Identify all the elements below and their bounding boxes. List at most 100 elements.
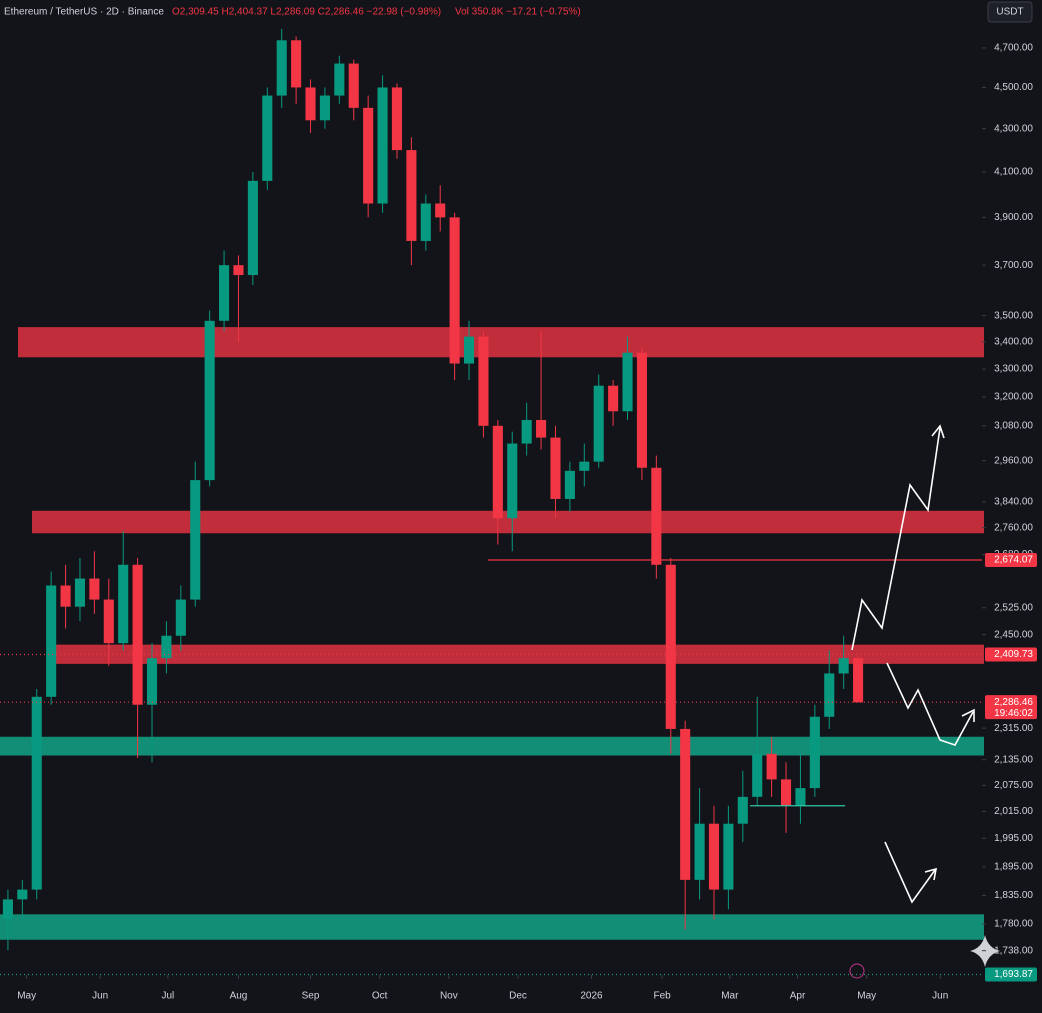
candle-body: [118, 564, 129, 644]
x-tick-label: Jun: [92, 991, 108, 1002]
candle-body: [334, 63, 345, 96]
candle-body: [752, 753, 763, 797]
candle-body: [276, 40, 287, 96]
candle-body: [780, 779, 792, 806]
candle-body: [233, 265, 244, 276]
y-tick-label: 3,080.00: [994, 420, 1033, 431]
currency[interactable]: USDT: [996, 7, 1023, 18]
candle-body: [463, 336, 475, 364]
x-tick-label: Apr: [790, 991, 806, 1002]
candle-body: [766, 753, 777, 780]
price-tag-label: 2,409.73: [994, 649, 1033, 660]
y-tick-label: 3,500.00: [994, 310, 1033, 321]
y-tick-label: 2,450.00: [994, 629, 1033, 640]
candle-body: [74, 578, 86, 607]
x-tick-label: 2026: [580, 991, 603, 1002]
x-tick-label: Oct: [372, 991, 388, 1002]
candle-body: [680, 728, 691, 880]
zone: [0, 736, 984, 756]
candle-body: [853, 658, 864, 703]
candle-body: [348, 63, 359, 108]
y-tick-label: 2,525.00: [994, 602, 1033, 613]
candle-body: [478, 336, 489, 426]
y-tick-label: 3,200.00: [994, 392, 1033, 403]
y-tick-label: 2,315.00: [994, 723, 1033, 734]
candle-body: [593, 385, 604, 462]
candle-body: [651, 467, 662, 565]
plot: [0, 28, 984, 976]
logo: [849, 963, 865, 979]
countdown: 19:46:02: [994, 708, 1033, 719]
y-tick-label: 2,760.00: [994, 522, 1033, 533]
price-tag: [985, 967, 1037, 982]
x-tick-label: Mar: [721, 991, 739, 1002]
candle-body: [391, 87, 403, 151]
candle-body: [190, 480, 201, 600]
candle-body: [305, 87, 316, 121]
candle-body: [219, 265, 230, 321]
y-tick-label: 3,840.00: [994, 496, 1033, 507]
x-tick-label: Feb: [653, 991, 671, 1002]
arrow-up: [851, 427, 941, 651]
price-tag-label: 2,674.07: [994, 555, 1033, 566]
y-tick-label: 1,738.00: [994, 945, 1033, 956]
candle-body: [31, 696, 42, 890]
candle-body: [838, 658, 849, 674]
y-tick-label: 4,700.00: [994, 43, 1033, 54]
candle-body: [564, 470, 575, 499]
candle-body: [146, 658, 158, 705]
zone: [32, 510, 984, 534]
candle-body: [636, 352, 647, 468]
candle-body: [622, 352, 633, 412]
y-tick-label: 2,960.00: [994, 455, 1033, 466]
price-tag: [985, 695, 1037, 720]
candle-body: [579, 461, 590, 471]
y-tick-label: 1,835.00: [994, 890, 1033, 901]
x-tick-label: Aug: [230, 991, 248, 1002]
y-tick-label: 3,900.00: [994, 212, 1033, 223]
zone: [18, 327, 984, 358]
arrows: [851, 424, 975, 904]
candle-body: [204, 320, 215, 481]
x-tick-label: Nov: [440, 991, 458, 1002]
y-tick-label: 1,995.00: [994, 833, 1033, 844]
x-tick-label: Jun: [932, 991, 948, 1002]
currency-box[interactable]: [987, 1, 1033, 23]
y-tick-label: 1,895.00: [994, 862, 1033, 873]
candle-body: [161, 635, 172, 659]
y-tick-label: 3,700.00: [994, 260, 1033, 271]
candle-body: [435, 203, 446, 218]
candle-body: [89, 578, 100, 600]
candle-body: [723, 823, 734, 890]
candle-body: [319, 95, 330, 121]
candle-body: [132, 564, 143, 705]
candle-body: [175, 599, 186, 636]
candle-body: [363, 107, 374, 204]
arrow-down: [886, 662, 974, 746]
chart-title: Ethereum / TetherUS · 2D · Binance: [4, 7, 164, 18]
candle-body: [507, 443, 518, 519]
candle-body: [46, 585, 57, 697]
y-tick-label: 2,015.00: [994, 806, 1033, 817]
candle-body: [608, 385, 619, 412]
candle-body: [60, 585, 71, 607]
price-tag-label: 2,286.46: [994, 697, 1033, 708]
candle-body: [492, 425, 503, 519]
candle-body: [247, 180, 258, 276]
candle-body: [809, 716, 820, 789]
candle-body: [795, 788, 806, 806]
volume: Vol 350.8K −17.21 (−0.75%): [455, 7, 581, 18]
price-tag: [985, 552, 1037, 567]
y-tick-label: 3,400.00: [994, 337, 1033, 348]
ohlc: O2,309.45 H2,404.37 L2,286.09 C2,286.46 …: [172, 7, 441, 18]
arrowhead: [931, 424, 945, 439]
candle-body: [406, 150, 417, 241]
y-tick-label: 4,300.00: [994, 123, 1033, 134]
candle-body: [103, 599, 114, 644]
candle-body: [2, 899, 13, 920]
candle-body: [291, 40, 302, 88]
candle-body: [665, 564, 676, 729]
candle-body: [420, 203, 431, 241]
